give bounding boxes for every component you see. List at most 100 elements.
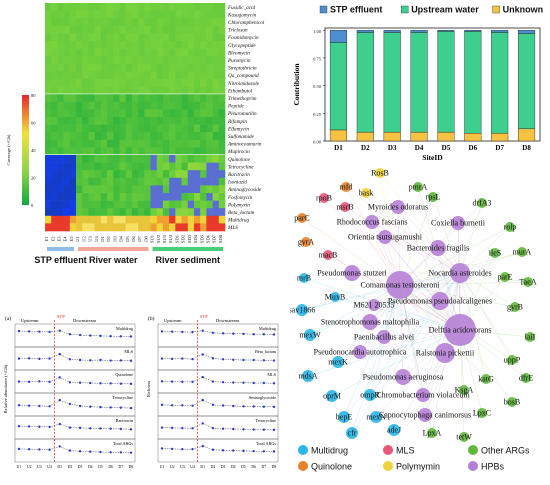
heatmap-cell — [45, 155, 52, 163]
heatmap-cell — [181, 155, 189, 163]
heatmap-cell — [107, 86, 114, 95]
network-node — [370, 411, 382, 423]
heatmap-cell — [125, 71, 133, 80]
heatmap-cell — [69, 185, 77, 194]
heatmap-cell — [113, 170, 120, 179]
heatmap-col-label: E5 — [69, 236, 74, 242]
heatmap-cell — [200, 71, 207, 80]
heatmap-cell — [150, 170, 158, 179]
heatmap-cell — [200, 185, 207, 194]
heatmap-cell — [212, 48, 220, 57]
network-node-label: uppP — [504, 356, 521, 365]
heatmap-cell — [175, 101, 182, 110]
upstream-label: Upstream — [21, 318, 39, 323]
heatmap-cell — [206, 215, 213, 224]
heatmap-cell — [82, 18, 89, 27]
heatmap-cell — [82, 117, 89, 125]
heatmap-cell — [63, 94, 71, 103]
heatmap-cell — [45, 139, 52, 148]
heatmap-cell — [125, 155, 133, 163]
heatmap-cell — [144, 117, 151, 125]
series-point — [119, 427, 123, 431]
heatmap-cell — [187, 223, 195, 232]
heatmap-cell — [113, 94, 120, 103]
bar-segment — [356, 32, 374, 133]
network-edge — [459, 202, 483, 274]
heatmap-cell — [113, 193, 120, 201]
heatmap-row-label: Mupirocin — [227, 149, 250, 155]
bar-segment — [491, 133, 509, 142]
heatmap-cell — [193, 18, 201, 27]
legend-label: HPBs — [481, 462, 505, 472]
heatmap-cell — [138, 170, 145, 179]
heatmap-cell — [131, 170, 139, 179]
heatmap-cell — [181, 94, 189, 103]
heatmap-cell — [57, 223, 64, 232]
heatmap-cell — [162, 155, 170, 163]
heatmap-cell — [76, 101, 83, 110]
heatmap-cell — [200, 56, 207, 65]
series-point — [17, 357, 21, 360]
heatmap-cell — [212, 170, 220, 179]
bar-segment — [437, 131, 455, 142]
heatmap-cell — [82, 139, 89, 148]
heatmap-cell — [100, 193, 108, 201]
network-node — [435, 343, 455, 363]
heatmap-cell — [162, 33, 170, 42]
series-line — [18, 399, 132, 409]
heatmap-cell — [187, 132, 195, 141]
heatmap-cell — [107, 117, 114, 125]
heatmap-cell — [200, 155, 207, 163]
heatmap-cell — [88, 41, 95, 49]
heatmap-cell — [57, 185, 64, 194]
heatmap-cell — [107, 94, 114, 103]
heatmap-cell — [156, 18, 164, 27]
series-point — [78, 426, 82, 430]
network-edge — [303, 277, 461, 331]
heatmap-cell — [113, 200, 120, 209]
heatmap-cell — [187, 86, 195, 95]
heatmap-cell — [144, 223, 151, 232]
heatmap-cell — [131, 193, 139, 201]
series-point — [78, 450, 82, 453]
heatmap-cell — [156, 117, 164, 125]
heatmap-cell — [113, 117, 120, 125]
heatmap-cell — [138, 200, 145, 209]
series-point — [181, 404, 184, 407]
x-tick-label: D2 — [361, 144, 370, 152]
bar-segment — [410, 30, 428, 33]
heatmap-col-label: SD7 — [212, 234, 217, 243]
subplot-series-label: Quinolone — [115, 372, 133, 377]
heatmap-cell — [206, 10, 213, 19]
heatmap-row-label: Multidrug — [227, 218, 249, 224]
heatmap-cell — [200, 10, 207, 19]
heatmap-cell — [76, 33, 83, 42]
heatmap-col-label: SU1 — [150, 235, 155, 243]
heatmap-cell — [175, 86, 182, 95]
heatmap-cell — [100, 124, 108, 133]
network-node — [302, 370, 314, 382]
heatmap-cell — [181, 117, 189, 125]
heatmap-cell — [69, 215, 77, 224]
heatmap-cell — [144, 208, 151, 217]
heatmap-cell — [175, 162, 182, 171]
network-node-label: mrB — [297, 274, 311, 283]
heatmap-cell — [82, 193, 89, 201]
heatmap-cell — [193, 86, 201, 95]
heatmap-cell — [212, 155, 220, 163]
heatmap-cell — [107, 147, 114, 156]
series-point — [89, 381, 92, 385]
heatmap-cell — [51, 177, 58, 186]
network-edge — [384, 236, 461, 331]
heatmap-cell — [156, 94, 164, 103]
heatmap-cell — [156, 177, 164, 186]
heatmap-cell — [88, 3, 95, 11]
bar-segment — [356, 131, 374, 142]
heatmap-cell — [138, 63, 145, 72]
heatmap-cell — [175, 71, 182, 80]
network-node-label: Capnocytophaga canimorsus — [379, 411, 471, 420]
series-point — [272, 333, 276, 336]
heatmap-cell — [94, 162, 102, 171]
heatmap-cell — [212, 25, 220, 34]
